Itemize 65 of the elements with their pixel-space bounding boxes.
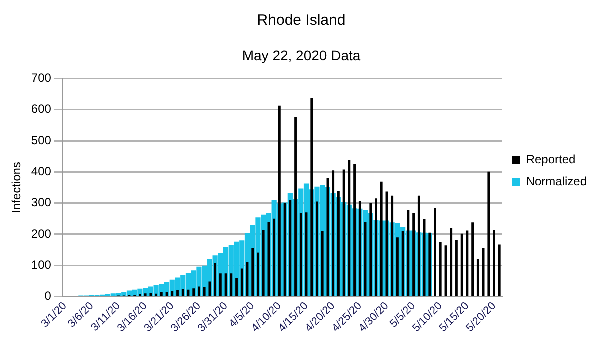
bar — [460, 234, 464, 296]
bar — [370, 203, 372, 296]
bar — [402, 231, 404, 296]
bar — [342, 170, 346, 296]
bar — [375, 198, 378, 296]
bar — [150, 292, 152, 296]
bar — [391, 196, 394, 296]
bar — [418, 196, 420, 296]
bar — [289, 200, 292, 296]
y-tick-label: 0 — [44, 289, 52, 304]
bar — [316, 202, 318, 296]
bar — [268, 222, 270, 296]
bar — [354, 164, 356, 296]
bar — [456, 240, 458, 296]
y-tick-label: 500 — [31, 133, 52, 148]
legend-label: Normalized — [526, 174, 587, 188]
bar — [466, 230, 469, 296]
bar — [160, 292, 163, 296]
bar — [396, 238, 399, 296]
bar — [493, 230, 496, 296]
bar — [240, 268, 244, 296]
y-tick-label: 100 — [31, 258, 52, 272]
bar — [230, 274, 233, 296]
bar — [214, 263, 217, 296]
bar — [182, 289, 184, 296]
bar — [380, 182, 383, 296]
bar — [257, 252, 260, 296]
bar — [278, 106, 281, 296]
bar — [252, 248, 254, 296]
y-tick-label: 600 — [31, 102, 52, 116]
bar — [203, 287, 206, 296]
y-axis-title: Infections — [10, 162, 24, 214]
bar — [262, 230, 265, 296]
bar — [348, 160, 351, 296]
bar — [407, 210, 410, 296]
y-tick-label: 400 — [31, 164, 52, 179]
bar — [488, 172, 490, 296]
bar — [337, 191, 340, 296]
bar — [208, 282, 212, 296]
y-tick-label: 700 — [31, 71, 52, 86]
chart-subtitle: May 22, 2020 Data — [242, 47, 361, 64]
bar — [198, 286, 200, 296]
bar — [294, 117, 297, 296]
bar — [321, 231, 324, 296]
bar — [450, 228, 453, 296]
legend-label: Reported — [526, 152, 576, 166]
bar — [300, 212, 302, 296]
y-tick-label: 200 — [31, 226, 52, 241]
bar — [476, 259, 480, 296]
chart-title: Rhode Island — [257, 12, 346, 30]
bar — [171, 291, 174, 296]
bar — [236, 278, 238, 296]
bar — [332, 170, 335, 296]
y-tick-label: 300 — [31, 196, 52, 210]
bar — [192, 288, 196, 296]
bar — [219, 274, 222, 296]
bar — [176, 290, 179, 296]
bar — [434, 208, 436, 296]
bar — [358, 201, 362, 296]
bar — [310, 98, 314, 296]
bar — [439, 242, 442, 296]
bar — [412, 213, 416, 296]
bar — [472, 222, 474, 296]
bar — [273, 218, 276, 296]
bar — [498, 244, 501, 296]
